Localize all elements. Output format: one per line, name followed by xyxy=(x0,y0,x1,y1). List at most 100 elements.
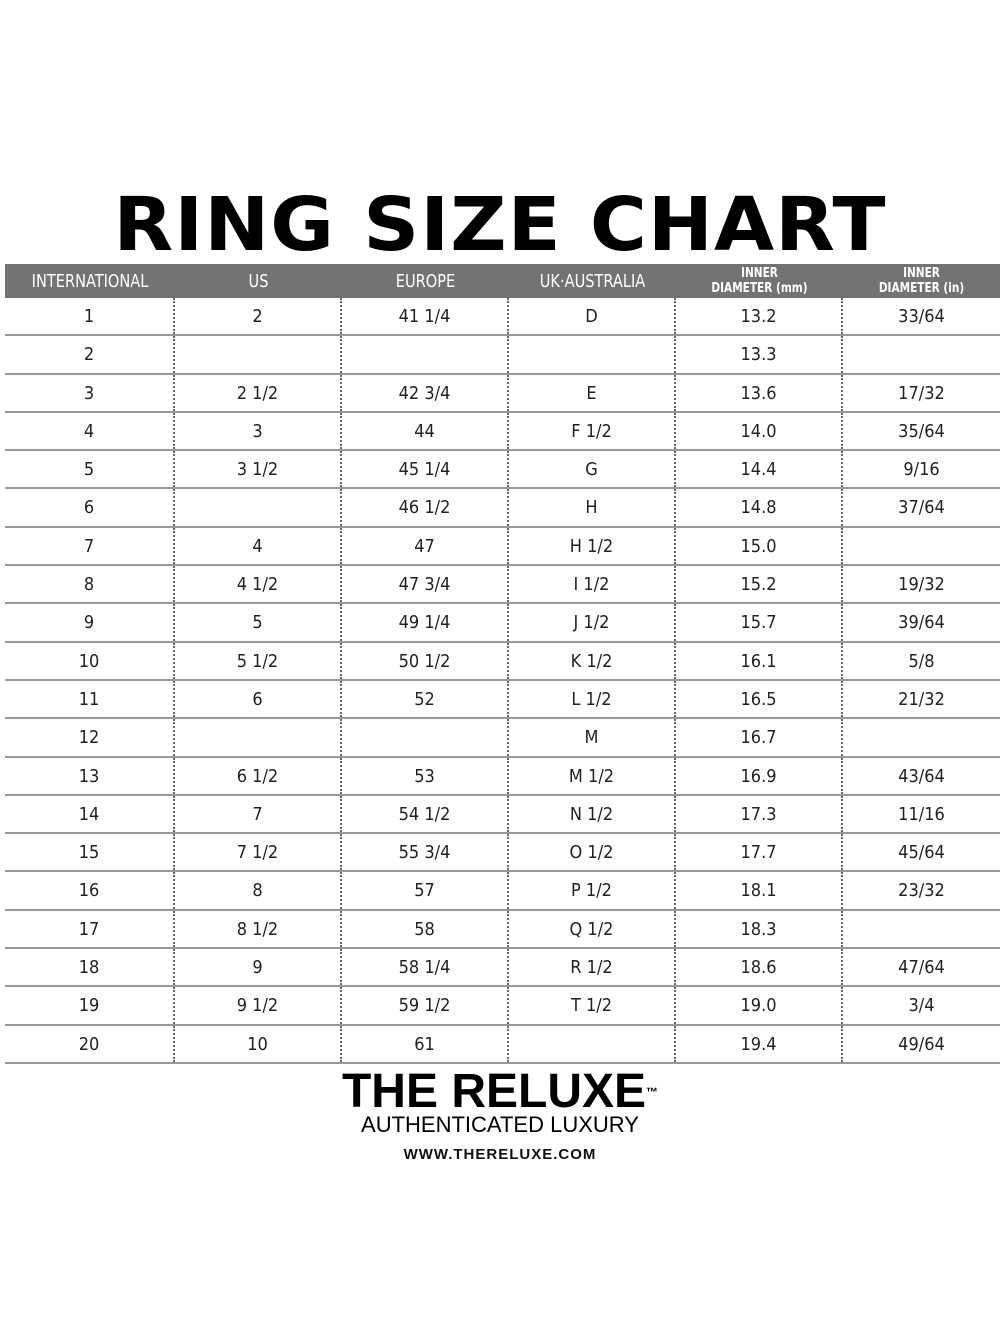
table-cell: 17.3 xyxy=(676,795,843,833)
table-row: 20 10 61 19.4 49/64 xyxy=(5,1025,1000,1064)
table-cell: 16.7 xyxy=(676,719,843,756)
table-cell: M 1/2 xyxy=(509,757,676,794)
table-cell: 52 xyxy=(342,680,509,718)
table-cell xyxy=(843,911,1000,947)
table-cell: 13.2 xyxy=(676,298,843,335)
table-cell: 5 xyxy=(175,604,342,641)
table-cell: 16.9 xyxy=(676,757,843,794)
table-cell: 9/16 xyxy=(903,459,940,481)
table-cell: 12 xyxy=(5,719,175,756)
brand-name: THE RELUXE™ xyxy=(0,1066,1000,1118)
table-cell: 54 1/2 xyxy=(342,795,509,833)
column-header-line1: EUROPE xyxy=(395,270,456,292)
table-cell: 13.3 xyxy=(676,336,843,373)
table-cell: 8 1/2 xyxy=(175,910,342,948)
table-cell: 18 xyxy=(5,949,175,986)
table-header: INTERNATIONAL US EUROPE UK·AUSTRALIA INNER DI… xyxy=(5,264,1000,298)
table-cell: 17.7 xyxy=(676,834,843,871)
table-row: 12 M 16.7 xyxy=(5,719,1000,758)
table-cell: 61 xyxy=(342,1025,509,1062)
table-cell: Q 1/2 xyxy=(509,910,676,948)
table-cell: T 1/2 xyxy=(509,987,676,1024)
table-cell: 59 1/2 xyxy=(342,987,509,1024)
table-row: 18 9 58 1/4 R 1/2 18.6 47/64 xyxy=(5,949,1000,988)
table-cell: 33/64 xyxy=(898,306,945,327)
column-header-line1: INTERNATIONAL xyxy=(31,270,149,292)
table-cell: 49/64 xyxy=(898,1033,945,1055)
table-cell: 57 xyxy=(342,872,509,909)
table-cell: 5 1/2 xyxy=(175,642,342,679)
table-cell: P 1/2 xyxy=(509,872,676,909)
column-header: EUROPE xyxy=(350,271,500,292)
table-row: 7 4 47 H 1/2 15.0 xyxy=(5,527,1000,567)
table-cell: 46 1/2 xyxy=(342,489,509,526)
table-cell: 2 1/2 xyxy=(175,374,342,411)
table-cell xyxy=(843,719,1000,755)
column-header-line2: DIAMETER (in) xyxy=(878,281,965,296)
table-row: 16 8 57 P 1/2 18.1 23/32 xyxy=(5,872,1000,911)
table-row: 19 9 1/2 59 1/2 T 1/2 19.0 3/4 xyxy=(5,987,1000,1026)
table-body: 1 2 41 1/4 D 13.2 33/64 2 13.3 3 2 1/2 42 3/4 E 13.6… xyxy=(5,298,1000,1064)
table-cell: 9 xyxy=(175,949,342,986)
table-cell: 19 xyxy=(5,987,175,1024)
page-title: RING SIZE CHART xyxy=(113,182,887,268)
table-row: 13 6 1/2 53 M 1/2 16.9 43/64 xyxy=(5,757,1000,796)
table-cell: 6 xyxy=(175,680,342,718)
table-cell: 19.4 xyxy=(676,1025,843,1062)
table-cell: 47 3/4 xyxy=(342,566,509,603)
table-cell: 50 1/2 xyxy=(342,642,509,679)
table-cell: 49 1/4 xyxy=(342,604,509,641)
table-cell: H 1/2 xyxy=(509,527,676,565)
table-cell: 7 1/2 xyxy=(175,834,342,871)
table-row: 11 6 52 L 1/2 16.5 21/32 xyxy=(5,680,1000,720)
table-cell: 2 xyxy=(5,336,175,373)
table-row: 1 2 41 1/4 D 13.2 33/64 xyxy=(5,298,1000,337)
table-cell: 20 xyxy=(5,1025,175,1062)
table-cell: J 1/2 xyxy=(509,604,676,641)
table-cell xyxy=(175,336,342,373)
table-cell: E xyxy=(509,374,676,411)
table-cell: 15 xyxy=(5,834,175,871)
table-cell: 1 xyxy=(5,298,175,335)
table-cell: 5 xyxy=(5,451,175,488)
column-header: INNER DIAMETER (in) xyxy=(851,266,992,296)
table-cell: 3/4 xyxy=(908,995,935,1017)
table-cell: 2 xyxy=(175,298,342,335)
table-cell: 55 3/4 xyxy=(342,834,509,871)
table-cell: 6 1/2 xyxy=(175,757,342,794)
table-cell: 43/64 xyxy=(898,765,945,787)
table-cell: O 1/2 xyxy=(509,834,676,871)
table-row: 15 7 1/2 55 3/4 O 1/2 17.7 45/64 xyxy=(5,834,1000,873)
table-cell: M xyxy=(509,719,676,756)
table-cell: 14.8 xyxy=(676,489,843,526)
table-cell: I 1/2 xyxy=(509,566,676,603)
table-cell: 35/64 xyxy=(898,420,945,442)
table-cell: 14.4 xyxy=(676,451,843,488)
table-cell: 16.5 xyxy=(676,680,843,718)
table-cell: 4 1/2 xyxy=(175,566,342,603)
table-cell: 15.7 xyxy=(676,604,843,641)
table-cell: 53 xyxy=(342,757,509,794)
table-cell xyxy=(509,336,676,373)
table-cell xyxy=(175,489,342,526)
brand-tagline: AUTHENTICATED LUXURY xyxy=(361,1112,639,1137)
table-cell: 21/32 xyxy=(898,688,945,710)
table-cell: 19.0 xyxy=(676,987,843,1024)
table-cell: 10 xyxy=(5,642,175,679)
table-cell xyxy=(342,719,509,756)
brand-logo: THE RELUXE™ AUTHENTICATED LUXURY WWW.THE… xyxy=(0,1066,1000,1164)
column-header-line1: UK·AUSTRALIA xyxy=(539,270,646,292)
table-cell: 8 xyxy=(5,566,175,603)
table-cell: 18.1 xyxy=(676,872,843,909)
table-cell: L 1/2 xyxy=(509,680,676,718)
table-cell: 18.6 xyxy=(676,949,843,986)
brand-url[interactable]: WWW.THERELUXE.COM xyxy=(403,1146,597,1163)
table-cell: 9 1/2 xyxy=(175,987,342,1024)
table-row: 4 3 44 F 1/2 14.0 35/64 xyxy=(5,412,1000,452)
table-cell: 11/16 xyxy=(898,803,945,825)
brand-name-text: THE RELUXE xyxy=(341,1065,647,1118)
column-header: INNER DIAMETER (mm) xyxy=(684,266,834,296)
table-cell: 58 xyxy=(342,910,509,948)
table-cell: 4 xyxy=(5,412,175,450)
